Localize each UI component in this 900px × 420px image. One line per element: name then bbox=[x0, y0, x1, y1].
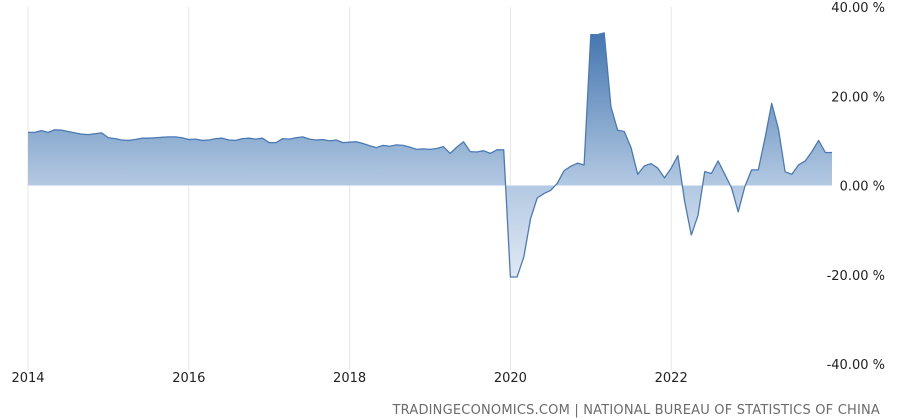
y-tick-label: -40.00 % bbox=[827, 358, 885, 373]
series-area bbox=[28, 32, 832, 277]
y-tick-label: 20.00 % bbox=[831, 90, 885, 105]
x-tick-label: 2016 bbox=[172, 371, 205, 386]
y-axis-ticks: 40.00 % 20.00 % 0.00 % -20.00 % -40.00 % bbox=[827, 1, 885, 373]
x-tick-label: 2020 bbox=[494, 371, 527, 386]
x-axis-ticks: 2014 2016 2018 2020 2022 bbox=[11, 371, 687, 386]
series-area-fill bbox=[28, 32, 832, 277]
x-tick-label: 2022 bbox=[655, 371, 688, 386]
x-tick-label: 2018 bbox=[333, 371, 366, 386]
x-tick-label: 2014 bbox=[11, 371, 44, 386]
series-line bbox=[28, 32, 832, 278]
grid bbox=[27, 7, 672, 370]
y-tick-label: 0.00 % bbox=[840, 180, 885, 195]
series-line-path bbox=[28, 32, 832, 278]
y-tick-label: -20.00 % bbox=[827, 269, 885, 284]
source-credit: TRADINGECONOMICS.COM | NATIONAL BUREAU O… bbox=[392, 403, 880, 418]
y-tick-label: 40.00 % bbox=[831, 1, 885, 16]
